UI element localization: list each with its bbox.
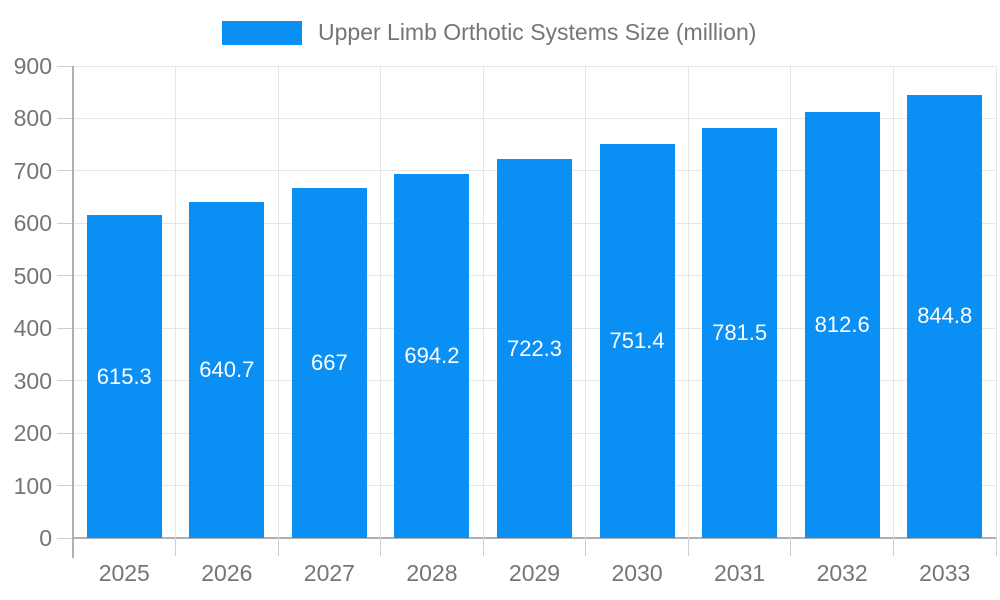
x-tick <box>380 538 382 556</box>
y-tick <box>57 537 73 539</box>
v-gridline <box>995 66 997 538</box>
x-tick <box>687 538 689 556</box>
x-tick <box>790 538 792 556</box>
x-axis-label: 2031 <box>714 560 766 586</box>
bar[interactable]: 781.5 <box>702 128 778 538</box>
y-axis-label: 300 <box>13 367 52 394</box>
y-axis-label: 0 <box>39 525 52 551</box>
bar-value-label: 615.3 <box>96 363 152 389</box>
bar-value-label: 844.8 <box>917 303 973 329</box>
bar-value-label: 640.7 <box>199 356 255 382</box>
x-axis-label: 2026 <box>201 560 253 586</box>
y-axis-label: 900 <box>13 53 52 79</box>
bar-value-label: 694.2 <box>404 342 460 368</box>
v-gridline <box>277 66 279 538</box>
h-gridline <box>73 65 996 67</box>
v-gridline <box>585 66 587 538</box>
v-gridline <box>482 66 484 538</box>
x-tick <box>175 538 177 556</box>
y-axis-label: 800 <box>13 105 52 132</box>
v-gridline <box>790 66 792 538</box>
x-tick <box>585 538 587 556</box>
bar[interactable]: 694.2 <box>394 173 470 538</box>
y-tick <box>57 170 73 172</box>
y-axis-label: 500 <box>13 262 52 289</box>
y-tick <box>57 485 73 487</box>
x-axis-line <box>73 537 996 539</box>
y-tick <box>57 432 73 434</box>
x-tick <box>892 538 894 556</box>
bar[interactable]: 615.3 <box>86 215 162 538</box>
y-tick <box>57 222 73 224</box>
bar[interactable]: 640.7 <box>189 201 265 538</box>
v-gridline <box>687 66 689 538</box>
x-tick <box>482 538 484 556</box>
bar-value-label: 812.6 <box>814 311 870 337</box>
x-axis-label: 2025 <box>98 560 150 586</box>
legend-label: Upper Limb Orthotic Systems Size (millio… <box>318 19 757 45</box>
x-tick <box>277 538 279 556</box>
bar-value-label: 781.5 <box>712 320 768 346</box>
x-axis-label: 2032 <box>816 560 868 586</box>
x-axis-label: 2030 <box>611 560 663 586</box>
legend-swatch <box>222 20 302 45</box>
h-gridline <box>73 117 996 119</box>
x-tick <box>995 538 997 556</box>
legend-item[interactable]: Upper Limb Orthotic Systems Size (millio… <box>222 19 756 46</box>
bar[interactable]: 722.3 <box>497 159 572 538</box>
x-axis-label: 2028 <box>406 560 458 586</box>
bar[interactable]: 844.8 <box>907 94 983 538</box>
v-gridline <box>380 66 382 538</box>
x-axis-label: 2027 <box>303 560 355 586</box>
y-tick <box>57 275 73 277</box>
y-tick <box>57 380 73 382</box>
v-gridline <box>175 66 177 538</box>
bar-value-label: 722.3 <box>506 335 563 361</box>
y-axis-label: 700 <box>13 157 52 184</box>
x-axis-label: 2033 <box>919 560 971 586</box>
bar-value-label: 667 <box>311 350 348 376</box>
bar-value-label: 751.4 <box>609 327 665 353</box>
x-axis-label: 2029 <box>508 560 561 586</box>
y-axis-label: 600 <box>13 210 52 237</box>
y-axis-label: 400 <box>13 315 52 342</box>
bar[interactable]: 812.6 <box>804 111 880 538</box>
v-gridline <box>892 66 894 538</box>
y-tick <box>57 327 73 329</box>
y-axis-line <box>72 66 74 558</box>
bar[interactable]: 667 <box>291 188 367 538</box>
y-axis-label: 200 <box>13 420 52 447</box>
y-tick <box>57 65 73 67</box>
bar[interactable]: 751.4 <box>599 143 675 538</box>
y-tick <box>57 117 73 119</box>
y-axis-label: 100 <box>13 472 52 499</box>
